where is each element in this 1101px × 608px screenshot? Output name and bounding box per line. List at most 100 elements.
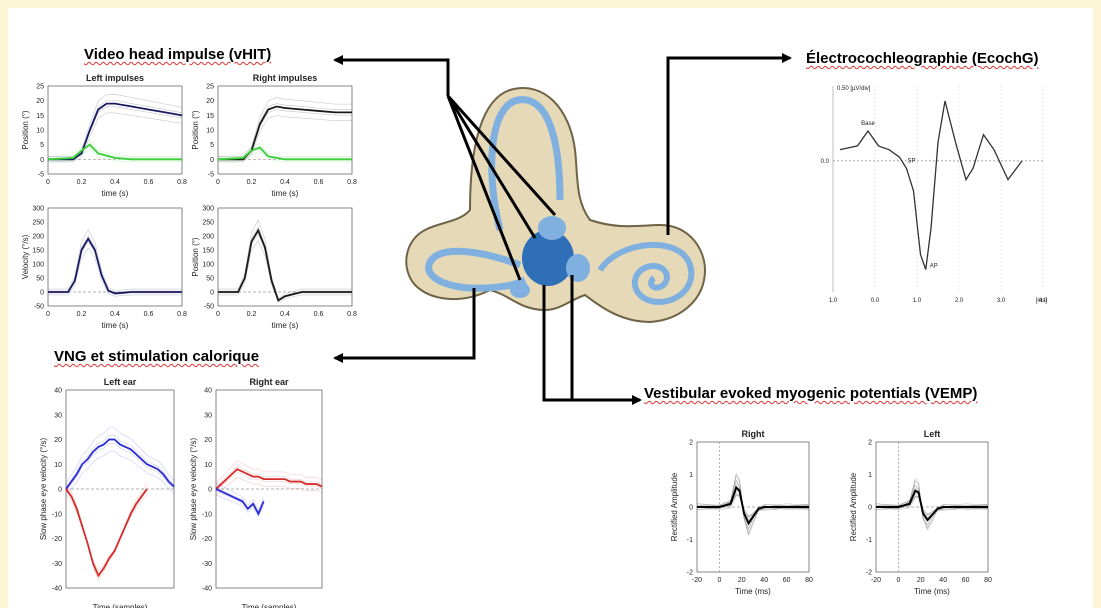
y-tick-label: 0 (689, 505, 693, 512)
y-tick-label: -50 (34, 304, 44, 311)
x-tick-label: 0.6 (314, 311, 324, 318)
x-tick-label: 0.2 (77, 311, 87, 318)
y-tick-label: 1 (868, 472, 872, 479)
y-tick-label: 0 (208, 487, 212, 494)
y-axis-label: Rectified Amplitude (849, 472, 858, 541)
y-tick-label: -5 (208, 172, 214, 179)
y-tick-label: 0 (210, 290, 214, 297)
y-axis-label: Slow phase eye velocity (°/s) (189, 437, 198, 540)
faint-trace (218, 115, 352, 163)
faint-trace (218, 219, 352, 299)
y-tick-label: 300 (202, 206, 214, 213)
faint-trace (215, 471, 323, 492)
ecochg-scale-label: 0.50 [µV/div] (837, 86, 871, 92)
x-tick-label: 4.0 (1039, 298, 1048, 304)
series-line (215, 468, 323, 490)
series-line (218, 228, 352, 302)
y-tick-label: 2 (868, 440, 872, 447)
saccule (566, 254, 590, 282)
plot-frame (217, 85, 353, 175)
y-tick-label: 200 (202, 234, 214, 241)
x-axis-label: time (s) (102, 189, 129, 198)
plot-frame (47, 207, 183, 307)
x-tick-label: 1.0 (913, 298, 922, 304)
x-tick-label: 0.6 (144, 311, 154, 318)
faint-trace (65, 451, 175, 496)
vemp-trial-trace (875, 496, 989, 516)
y-tick-label: 200 (32, 234, 44, 241)
x-tick-label: 0.8 (347, 311, 357, 318)
y-tick-label: 25 (36, 84, 44, 91)
faint-trace (218, 109, 352, 161)
x-tick-label: 0.2 (77, 179, 87, 186)
x-tick-label: -20 (871, 577, 881, 584)
vemp-trial-trace (696, 493, 810, 519)
y-tick-label: 0 (40, 157, 44, 164)
x-tick-label: 0 (896, 577, 900, 584)
y-tick-label: -2 (687, 570, 693, 577)
plot-frame (217, 207, 353, 307)
series-line (217, 146, 352, 161)
series-line (48, 102, 183, 161)
x-tick-label: 0 (717, 577, 721, 584)
y-tick-label: -20 (52, 536, 62, 543)
faint-trace (217, 151, 352, 163)
vemp-arrow (542, 285, 642, 405)
x-tick-label: 40 (939, 577, 947, 584)
ecochg-baseline-label: 0.0 (821, 159, 830, 165)
y-tick-label: 40 (54, 388, 62, 395)
faint-trace (65, 427, 175, 484)
faint-trace (218, 240, 352, 303)
y-tick-label: 0 (210, 157, 214, 164)
x-tick-label: 0.4 (110, 179, 120, 186)
vemp-heading: Vestibular evoked myogenic potentials (V… (644, 385, 978, 402)
y-axis-label: Rectified Amplitude (670, 472, 679, 541)
x-axis-label: Time (ms) (914, 587, 950, 596)
faint-trace (215, 460, 323, 484)
y-tick-label: 5 (210, 142, 214, 149)
x-axis-label: Time (samples) (93, 603, 148, 608)
y-tick-label: -40 (52, 586, 62, 593)
y-tick-label: 15 (206, 113, 214, 120)
faint-trace (48, 112, 183, 163)
x-axis-label: time (s) (102, 321, 129, 330)
vestibule (522, 230, 574, 286)
series-line (65, 438, 175, 490)
faint-trace (48, 228, 182, 291)
x-tick-label: 0.8 (347, 179, 357, 186)
faint-trace (215, 494, 264, 518)
vng-right-chart: Right ear 40 30 20 10 0 -10 -20 -30 -40 Time (samp… (189, 377, 323, 608)
y-tick-label: 0 (40, 290, 44, 297)
faint-trace (217, 143, 352, 157)
annotation-sp: SP (907, 158, 915, 164)
series-line (48, 237, 182, 295)
vemp-trial-trace (875, 479, 989, 530)
chart-title: Left (924, 429, 941, 439)
x-tick-label: 40 (760, 577, 768, 584)
faint-trace (65, 443, 175, 492)
y-tick-label: 250 (202, 220, 214, 227)
annotation-ap: AP (930, 264, 938, 270)
y-tick-label: -40 (202, 586, 212, 593)
y-axis-label: Slow phase eye velocity (°/s) (39, 437, 48, 540)
connectors (333, 53, 792, 405)
vng-arrow (333, 288, 476, 363)
vng-heading: VNG et stimulation calorique (54, 348, 260, 365)
y-tick-label: 20 (36, 98, 44, 105)
x-tick-label: -20 (692, 577, 702, 584)
x-tick-label: 1.0 (829, 298, 838, 304)
y-tick-label: 50 (206, 276, 214, 283)
y-axis-label: Position (°) (191, 237, 200, 277)
y-tick-label: 2 (689, 440, 693, 447)
y-tick-label: 50 (36, 276, 44, 283)
vng-left-chart: Left ear 40 30 20 10 0 -10 -20 -30 -40 Time (sampl… (39, 377, 175, 608)
chart-title: Right impulses (253, 73, 318, 83)
vhit-fan-line-3 (446, 95, 522, 281)
y-axis-label: Velocity (°/s) (21, 234, 30, 279)
series-line (47, 143, 182, 161)
y-tick-label: 250 (32, 220, 44, 227)
x-tick-label: 60 (783, 577, 791, 584)
